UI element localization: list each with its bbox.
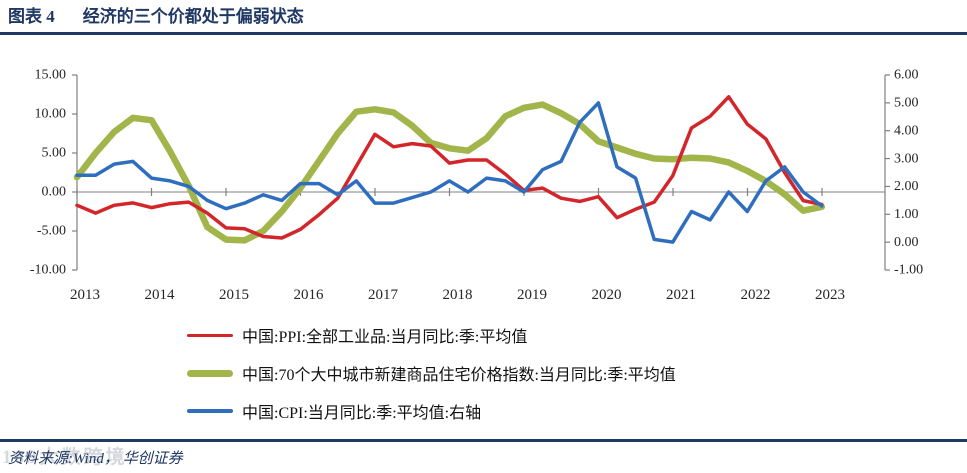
svg-text:10.00: 10.00 <box>35 107 67 122</box>
svg-text:5.00: 5.00 <box>42 146 67 161</box>
svg-text:2022: 2022 <box>741 287 771 303</box>
legend-label-house-price: 中国:70个大中城市新建商品住宅价格指数:当月同比:季:平均值 <box>242 367 676 384</box>
svg-text:3.00: 3.00 <box>894 151 919 166</box>
svg-text:2023: 2023 <box>815 287 845 303</box>
watermark: 189大数跨境 <box>2 447 128 468</box>
svg-text:5.00: 5.00 <box>894 96 919 111</box>
svg-text:0.00: 0.00 <box>894 235 919 250</box>
legend-swatch-green-line <box>187 369 233 377</box>
svg-text:2016: 2016 <box>294 287 325 303</box>
svg-text:-1.00: -1.00 <box>894 263 923 278</box>
svg-text:6.00: 6.00 <box>894 68 919 83</box>
figure-title: 图表 4 经济的三个价都处于偏弱状态 <box>8 5 304 29</box>
footer-rule <box>0 439 967 442</box>
svg-text:4.00: 4.00 <box>894 123 919 138</box>
dual-axis-line-chart: 15.00 10.00 5.00 0.00 -5.00 -10.00 6.00 5.00 4.0… <box>30 68 923 303</box>
svg-text:2017: 2017 <box>368 287 399 303</box>
svg-text:-5.00: -5.00 <box>37 224 66 239</box>
svg-text:2020: 2020 <box>592 287 622 303</box>
svg-text:2.00: 2.00 <box>894 179 919 194</box>
svg-text:-10.00: -10.00 <box>30 263 66 278</box>
svg-text:15.00: 15.00 <box>35 68 67 83</box>
page-title: 经济的三个价都处于偏弱状态 <box>82 7 304 26</box>
figure-number-label: 图表 4 <box>8 7 55 26</box>
svg-text:2021: 2021 <box>666 287 696 303</box>
svg-text:2013: 2013 <box>70 287 100 303</box>
svg-text:2018: 2018 <box>443 287 473 303</box>
legend-item-cpi: 中国:CPI:当月同比:季:平均值:右轴 <box>187 392 676 430</box>
legend-label-ppi: 中国:PPI:全部工业品:当月同比:季:平均值 <box>242 329 528 346</box>
title-underline <box>0 32 967 35</box>
legend-swatch-red-line <box>187 333 233 337</box>
svg-text:2019: 2019 <box>517 287 547 303</box>
legend-label-cpi: 中国:CPI:当月同比:季:平均值:右轴 <box>242 405 482 422</box>
legend-item-house-price: 中国:70个大中城市新建商品住宅价格指数:当月同比:季:平均值 <box>187 354 676 392</box>
legend-swatch-blue-line <box>187 409 233 413</box>
svg-text:1.00: 1.00 <box>894 207 919 222</box>
svg-text:0.00: 0.00 <box>42 185 67 200</box>
svg-text:2015: 2015 <box>219 287 249 303</box>
svg-text:2014: 2014 <box>145 287 176 303</box>
chart-legend: 中国:PPI:全部工业品:当月同比:季:平均值 中国:70个大中城市新建商品住宅… <box>187 316 676 430</box>
legend-item-ppi: 中国:PPI:全部工业品:当月同比:季:平均值 <box>187 316 676 354</box>
source-text: 资料来源:Wind， 华创证券 <box>8 451 183 467</box>
